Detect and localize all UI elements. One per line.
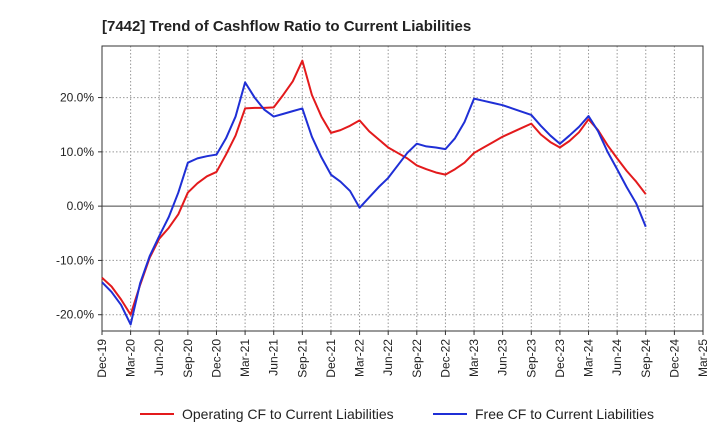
- x-tick-label: Mar-23: [467, 339, 481, 377]
- x-tick-label: Dec-22: [438, 339, 452, 378]
- x-tick-label: Mar-21: [238, 339, 252, 377]
- x-axis: Dec-19 Mar-20 Jun-20 Sep-20 Dec-20 Mar-21 Jun-…: [95, 331, 710, 378]
- x-tick-label: Mar-22: [353, 339, 367, 377]
- x-tick-label: Jun-23: [496, 339, 510, 376]
- y-tick-label: -20.0%: [56, 308, 94, 322]
- x-tick-label: Sep-22: [410, 339, 424, 378]
- x-tick-label: Sep-21: [295, 339, 309, 378]
- grid: [101, 46, 704, 331]
- y-axis: -20.0% -10.0% 0.0% 10.0% 20.0%: [56, 91, 102, 322]
- chart-title: [7442] Trend of Cashflow Ratio to Curren…: [102, 18, 471, 35]
- x-tick-label: Jun-21: [267, 339, 281, 376]
- x-tick-label: Sep-23: [524, 339, 538, 378]
- x-tick-label: Sep-20: [181, 339, 195, 378]
- series-layer: [101, 59, 647, 326]
- plot-frame: [101, 45, 704, 332]
- legend-label-operating-cf: Operating CF to Current Liabilities: [182, 406, 394, 422]
- y-tick-label: 20.0%: [60, 91, 94, 105]
- x-tick-label: Jun-24: [610, 339, 624, 376]
- series-line-free-cf: [101, 81, 647, 326]
- legend: Operating CF to Current Liabilities Free…: [140, 406, 654, 422]
- x-tick-label: Jun-22: [381, 339, 395, 376]
- y-tick-label: 10.0%: [60, 145, 94, 159]
- legend-label-free-cf: Free CF to Current Liabilities: [475, 406, 654, 422]
- x-tick-label: Dec-20: [209, 339, 223, 378]
- x-tick-label: Mar-25: [696, 339, 710, 377]
- x-tick-label: Dec-23: [553, 339, 567, 378]
- x-tick-label: Mar-20: [124, 339, 138, 377]
- x-tick-label: Dec-24: [667, 339, 681, 378]
- series-line-operating-cf: [101, 59, 647, 316]
- y-tick-label: -10.0%: [56, 253, 94, 267]
- y-tick-label: 0.0%: [67, 199, 95, 213]
- x-tick-label: Sep-24: [639, 339, 653, 378]
- x-tick-label: Dec-19: [95, 339, 109, 378]
- x-tick-label: Dec-21: [324, 339, 338, 378]
- x-tick-label: Mar-24: [582, 339, 596, 377]
- x-tick-label: Jun-20: [152, 339, 166, 376]
